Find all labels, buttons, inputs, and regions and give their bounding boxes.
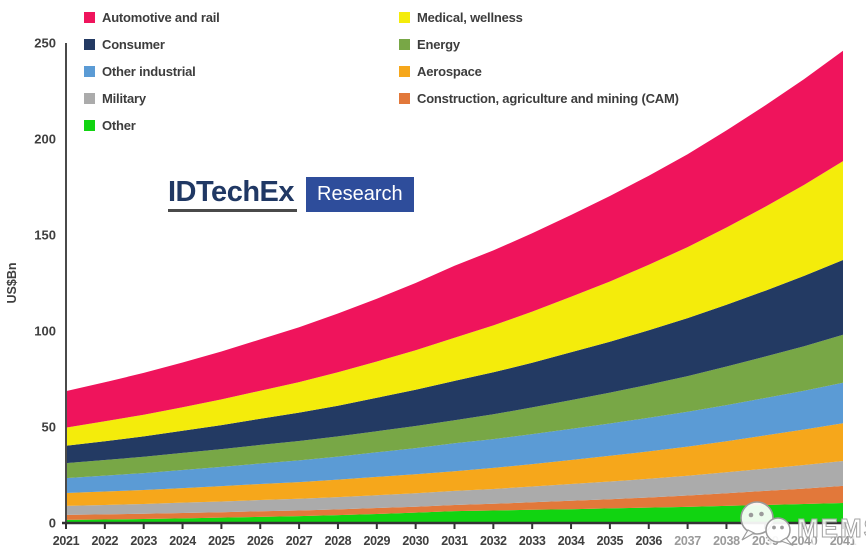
legend-label: Military: [102, 91, 146, 106]
legend-item-automotive-and-rail: Automotive and rail: [84, 4, 220, 31]
legend-label: Energy: [417, 37, 460, 52]
legend-item-medical-wellness: Medical, wellness: [399, 4, 679, 31]
area-military: [66, 461, 843, 515]
legend-swatch-icon: [84, 66, 95, 77]
legend-label: Aerospace: [417, 64, 482, 79]
idtechex-logo: IDTechEx Research: [168, 177, 414, 213]
x-tick-label-2035: 2035: [597, 534, 624, 548]
y-tick-label-150: 150: [34, 228, 56, 243]
area-aerospace: [66, 423, 843, 506]
x-tick-label-2024: 2024: [169, 534, 196, 548]
legend-item-energy: Energy: [399, 31, 679, 58]
x-tick-label-2026: 2026: [247, 534, 274, 548]
x-tick-label-2022: 2022: [92, 534, 119, 548]
x-tick-label-2036: 2036: [635, 534, 662, 548]
legend-swatch-icon: [399, 93, 410, 104]
legend-swatch-icon: [84, 39, 95, 50]
idtechex-research-badge: Research: [306, 177, 414, 213]
x-tick-label-2027: 2027: [286, 534, 313, 548]
area-construction-agriculture-and-mining-cam: [66, 485, 843, 520]
axes: 0 50 100 150 200 250 2021 2022 2023 2024 2025 2026 2…: [34, 36, 857, 549]
area-other: [66, 503, 843, 523]
x-tick-label-2028: 2028: [325, 534, 352, 548]
area-other-industrial: [66, 382, 843, 493]
legend-swatch-icon: [84, 12, 95, 23]
x-tick-label-2030: 2030: [402, 534, 429, 548]
legend-column-1: Medical, wellness Energy Aerospace Construc…: [399, 4, 679, 112]
y-tick-label-100: 100: [34, 324, 56, 339]
legend-swatch-icon: [84, 120, 95, 131]
legend-item-other: Other: [84, 112, 220, 139]
y-tick-label-250: 250: [34, 36, 56, 51]
legend-swatch-icon: [399, 12, 410, 23]
x-tick-label-2033: 2033: [519, 534, 546, 548]
x-tick-label-2025: 2025: [208, 534, 235, 548]
x-tick-label-2031: 2031: [441, 534, 468, 548]
legend-label: Other: [102, 118, 136, 133]
x-tick-label-2038: 2038: [713, 534, 740, 548]
x-tick-label-2032: 2032: [480, 534, 507, 548]
legend-column-0: Automotive and rail Consumer Other industr…: [84, 4, 220, 139]
legend-label: Construction, agriculture and mining (CA…: [417, 91, 679, 106]
area-energy: [66, 334, 843, 479]
x-tick-label-2034: 2034: [558, 534, 585, 548]
legend-item-consumer: Consumer: [84, 31, 220, 58]
legend-swatch-icon: [399, 66, 410, 77]
idtechex-wordmark: IDTechEx: [168, 177, 298, 213]
y-axis-title: US$Bn: [5, 262, 19, 304]
legend-label: Medical, wellness: [417, 10, 523, 25]
x-tick-label-2023: 2023: [130, 534, 157, 548]
x-tick-label-2021: 2021: [53, 534, 80, 548]
y-tick-label-50: 50: [42, 420, 56, 435]
legend-swatch-icon: [399, 39, 410, 50]
area-automotive-and-rail: [66, 50, 843, 428]
y-tick-label-200: 200: [34, 132, 56, 147]
legend-label: Consumer: [102, 37, 165, 52]
watermark-ring: [826, 531, 858, 553]
y-tick-label-0: 0: [49, 516, 56, 531]
legend-label: Automotive and rail: [102, 10, 220, 25]
x-tick-label-2029: 2029: [363, 534, 390, 548]
x-tick-label-2037: 2037: [674, 534, 701, 548]
area-medical-wellness: [66, 161, 843, 446]
legend-item-aerospace: Aerospace: [399, 58, 679, 85]
x-tick-label-2041: 2041: [830, 534, 857, 548]
legend-item-other-industrial: Other industrial: [84, 58, 220, 85]
area-consumer: [66, 260, 843, 464]
legend-label: Other industrial: [102, 64, 196, 79]
legend-item-construction-agriculture-and-mining-cam: Construction, agriculture and mining (CA…: [399, 85, 679, 112]
legend-item-military: Military: [84, 85, 220, 112]
legend-swatch-icon: [84, 93, 95, 104]
